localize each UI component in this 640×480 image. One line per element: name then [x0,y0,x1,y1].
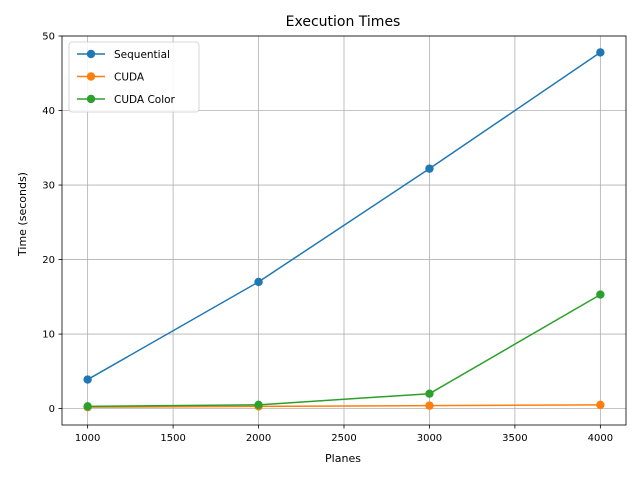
data-point [596,290,605,299]
y-axis-label: Time (seconds) [16,172,29,257]
x-tick-label: 1500 [160,433,185,444]
data-series [83,48,605,412]
chart-title: Execution Times [286,14,401,30]
data-point [254,277,263,287]
legend-label: CUDA Color [114,94,176,106]
x-tick-label: 4000 [588,433,613,444]
y-tick-label: 10 [42,330,55,341]
series-line-2 [87,293,601,408]
legend-marker [86,72,96,81]
legend-box [68,41,200,113]
series-line-0 [87,51,601,381]
data-point [596,400,605,410]
y-tick-label: 0 [49,404,55,415]
data-point [425,401,434,410]
series-line-1 [87,404,601,408]
x-tick-label: 2000 [246,433,271,444]
x-tick-label: 1000 [75,433,100,444]
y-tick-label: 30 [42,181,55,192]
y-tick-label: 50 [42,32,55,43]
x-axis-label: Planes [325,452,361,465]
data-point [596,48,605,57]
data-point [83,402,92,411]
data-point [425,164,434,173]
x-tick-label: 3500 [502,433,527,444]
legend-label: Sequential [114,49,170,61]
legend-label: CUDA [114,72,145,84]
plot-frame [61,35,627,426]
legend-marker [86,94,96,104]
data-point [83,375,92,384]
axis-ticks: 1000 1500 2000 2500 3000 3500 4000 0 10 20 30 40 50 [42,32,613,445]
data-point [425,389,434,398]
legend-marker [86,49,96,59]
x-tick-label: 3000 [417,433,442,444]
legend: Sequential CUDA CUDA Color [68,41,200,113]
y-tick-label: 40 [42,106,55,117]
x-tick-label: 2500 [331,433,356,444]
y-tick-label: 20 [42,255,55,266]
data-point [254,400,263,410]
